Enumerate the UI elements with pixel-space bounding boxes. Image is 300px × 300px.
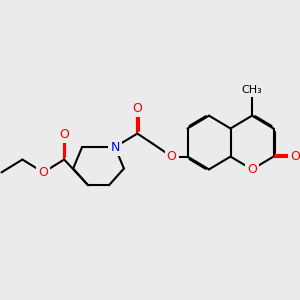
Text: O: O [247, 163, 257, 176]
Text: N: N [110, 140, 120, 154]
Text: CH₃: CH₃ [242, 85, 262, 95]
Text: O: O [290, 150, 300, 163]
Text: O: O [38, 166, 48, 179]
Text: O: O [132, 102, 142, 115]
Text: O: O [59, 128, 69, 141]
Text: O: O [167, 150, 177, 163]
